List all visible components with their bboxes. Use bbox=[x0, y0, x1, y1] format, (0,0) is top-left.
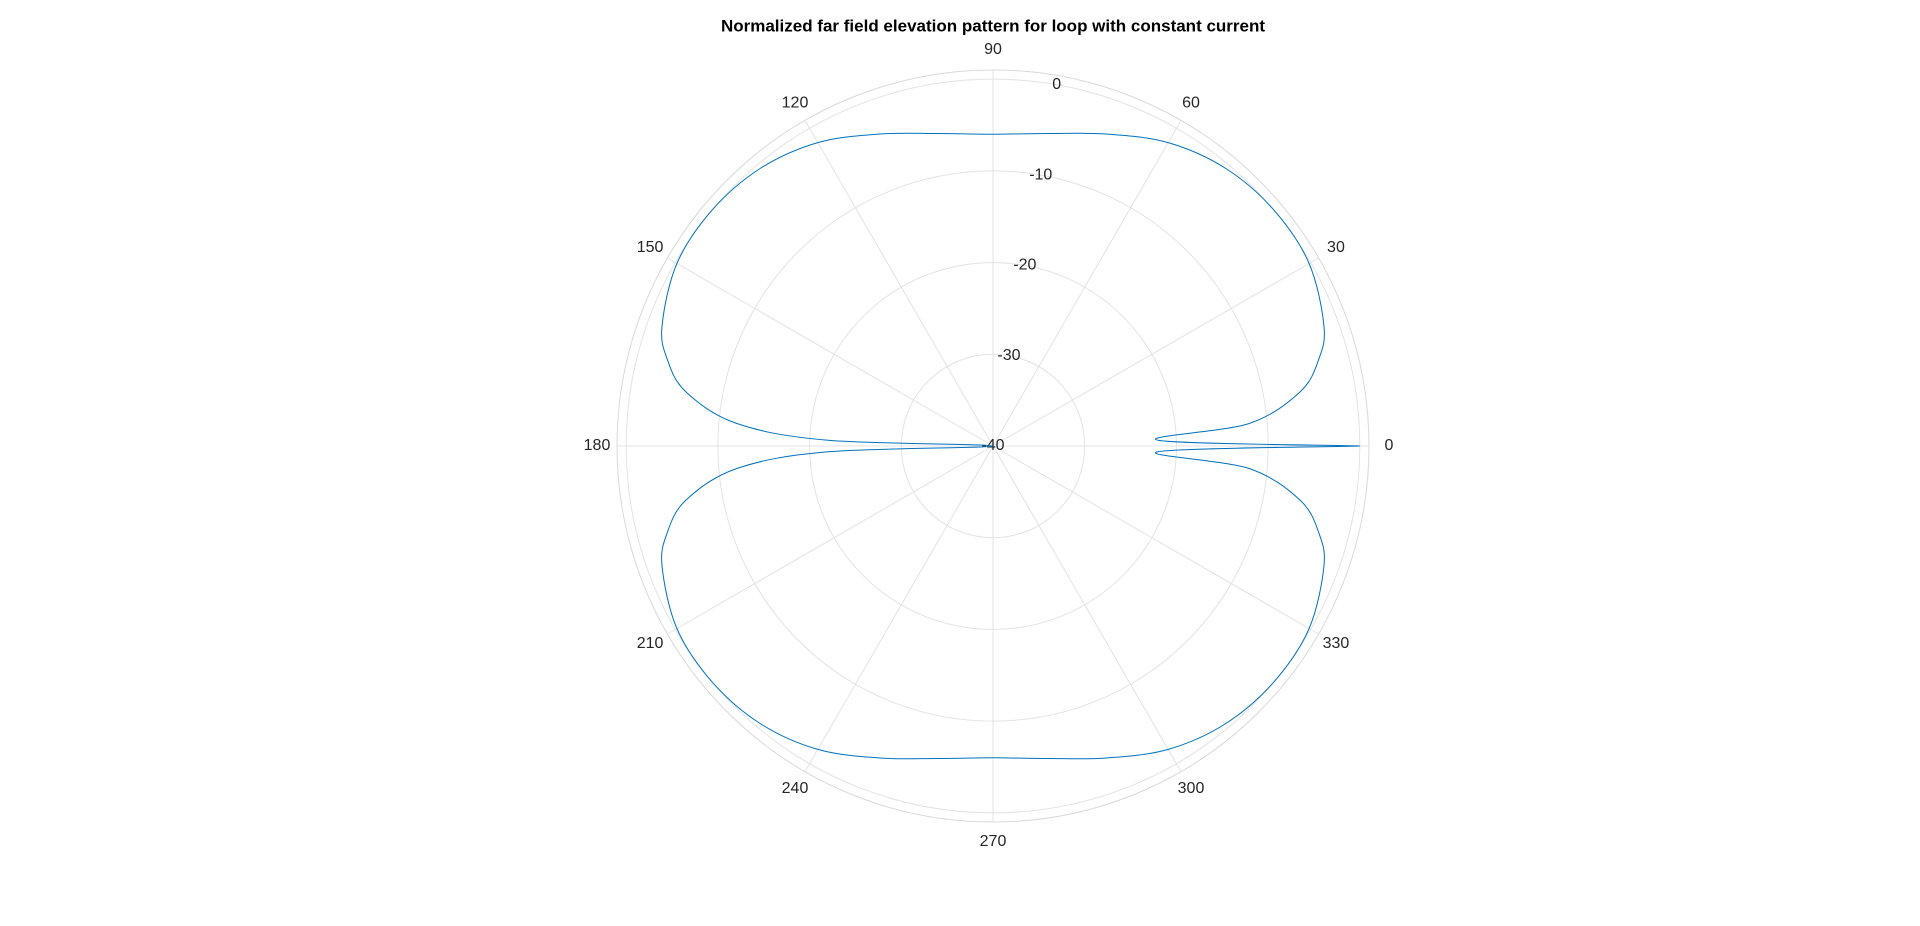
theta-grid-line bbox=[804, 445, 994, 772]
theta-tick-label: 30 bbox=[1327, 239, 1345, 256]
pattern-line bbox=[661, 132, 1360, 760]
r-grid-line bbox=[900, 353, 1086, 539]
theta-grid-line bbox=[992, 445, 1182, 772]
r-grid-line bbox=[717, 170, 1269, 722]
theta-tick-label: 120 bbox=[782, 94, 809, 111]
r-tick-label: 0 bbox=[1052, 76, 1061, 93]
theta-tick-label: 240 bbox=[782, 780, 809, 797]
r-tick-label: -20 bbox=[1013, 257, 1036, 274]
theta-grid-line bbox=[667, 257, 994, 447]
r-grid-line bbox=[809, 262, 1177, 630]
theta-tick-label: 90 bbox=[984, 41, 1002, 58]
theta-grid-line bbox=[804, 120, 994, 447]
theta-tick-label: 180 bbox=[584, 437, 611, 454]
r-tick-label: -40 bbox=[981, 437, 1004, 454]
r-grid-line bbox=[625, 78, 1361, 814]
chart-title: Normalized far field elevation pattern f… bbox=[721, 16, 1265, 35]
theta-grid-line bbox=[992, 445, 1319, 635]
theta-tick-label: 60 bbox=[1182, 94, 1200, 111]
theta-tick-label: 0 bbox=[1385, 437, 1394, 454]
theta-grid-line bbox=[992, 120, 1182, 447]
theta-tick-label: 270 bbox=[980, 833, 1007, 850]
theta-grid-line bbox=[992, 257, 1319, 447]
theta-tick-label: 150 bbox=[637, 239, 664, 256]
r-tick-label: -30 bbox=[997, 347, 1020, 364]
theta-tick-label: 210 bbox=[637, 635, 664, 652]
theta-grid-line bbox=[667, 445, 994, 635]
theta-tick-label: 300 bbox=[1178, 780, 1205, 797]
r-tick-label: -10 bbox=[1029, 166, 1052, 183]
theta-tick-label: 330 bbox=[1323, 635, 1350, 652]
